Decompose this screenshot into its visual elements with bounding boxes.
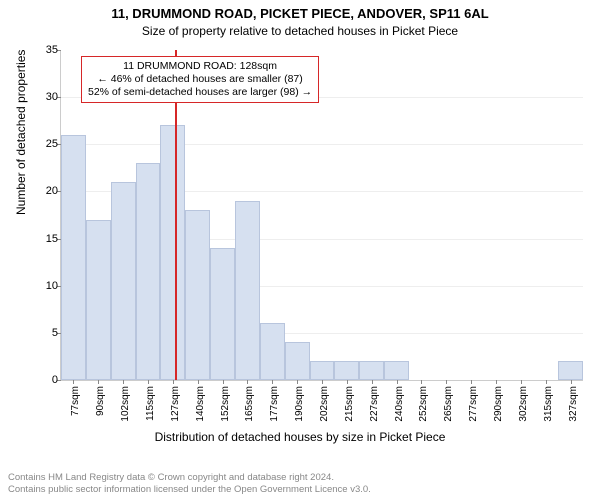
footer-line: Contains public sector information licen… [8,484,371,496]
chart-plot-area: 0510152025303577sqm90sqm102sqm115sqm127s… [60,50,583,381]
annotation-line: 11 DRUMMOND ROAD: 128sqm [88,60,312,73]
page-title: 11, DRUMMOND ROAD, PICKET PIECE, ANDOVER… [0,0,600,23]
x-tick-label: 252sqm [418,386,429,422]
histogram-bar [160,125,185,380]
x-tick-label: 102sqm [120,386,131,422]
histogram-bar [111,182,136,380]
histogram-bar [558,361,583,380]
y-tick-label: 25 [28,138,58,150]
histogram-bar [285,342,310,380]
x-tick-label: 165sqm [244,386,255,422]
y-tick-label: 10 [28,280,58,292]
x-tick-label: 127sqm [170,386,181,422]
histogram-bar [136,163,161,380]
y-axis-label: Number of detached properties [14,50,28,215]
histogram-bar [310,361,335,380]
x-tick-label: 240sqm [394,386,405,422]
x-tick-label: 202sqm [319,386,330,422]
x-tick-label: 115sqm [145,386,156,421]
footer-credits: Contains HM Land Registry data © Crown c… [8,472,371,496]
x-tick-label: 327sqm [568,386,579,422]
histogram-bar [359,361,384,380]
annotation-line: ← 46% of detached houses are smaller (87… [88,73,312,86]
x-tick-label: 265sqm [443,386,454,422]
annotation-line: 52% of semi-detached houses are larger (… [88,86,312,99]
footer-line: Contains HM Land Registry data © Crown c… [8,472,371,484]
y-tick-label: 5 [28,327,58,339]
histogram-bar [384,361,409,380]
x-tick-label: 140sqm [195,386,206,422]
x-tick-label: 190sqm [294,386,305,422]
x-tick-label: 277sqm [468,386,479,422]
histogram-bar [210,248,235,380]
x-tick-label: 290sqm [493,386,504,422]
x-tick-label: 315sqm [543,386,554,422]
x-tick-label: 177sqm [269,386,280,422]
histogram-bar [334,361,359,380]
histogram-bar [235,201,260,380]
histogram-bar [260,323,285,380]
y-tick-label: 15 [28,233,58,245]
histogram-bar [185,210,210,380]
x-tick-label: 215sqm [344,386,355,422]
histogram-bar [61,135,86,380]
y-tick-label: 30 [28,91,58,103]
y-tick-label: 35 [28,44,58,56]
y-tick-label: 20 [28,185,58,197]
x-axis-label: Distribution of detached houses by size … [0,430,600,444]
x-tick-label: 152sqm [220,386,231,422]
x-tick-label: 90sqm [95,386,106,416]
page-subtitle: Size of property relative to detached ho… [0,23,600,38]
x-tick-label: 77sqm [70,386,81,416]
x-tick-label: 302sqm [518,386,529,422]
annotation-box: 11 DRUMMOND ROAD: 128sqm← 46% of detache… [81,56,319,103]
x-tick-label: 227sqm [369,386,380,422]
y-tick-label: 0 [28,374,58,386]
histogram-bar [86,220,111,380]
